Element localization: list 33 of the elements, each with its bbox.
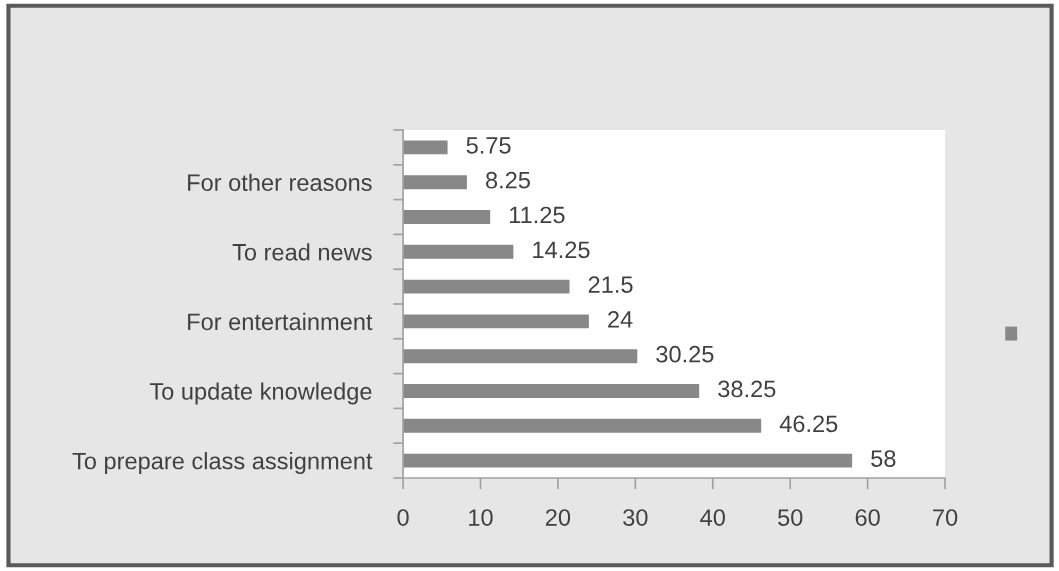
x-tick-label: 60 [855,509,880,526]
x-tick-label: 30 [623,509,648,526]
bar [403,418,762,433]
bar [403,279,570,294]
x-tick-label: 20 [545,509,571,526]
bar [403,349,638,364]
data-label: 5.75 [466,137,511,154]
bar [403,453,853,468]
x-tick-label: 50 [778,509,803,526]
bar [403,244,514,259]
y-tick-label: To read news [232,243,372,261]
x-tick-label: 0 [397,509,409,526]
data-label: 38.25 [718,380,776,398]
x-tick-label: 70 [933,509,958,526]
bar [403,210,491,224]
y-tick-label: For entertainment [188,312,373,331]
bar [403,384,700,398]
data-label: 14.25 [533,241,590,259]
data-label: 8.25 [486,171,530,189]
data-label: 24 [608,311,633,328]
data-label: 11.25 [510,206,565,224]
bar [403,314,589,329]
y-tick-label: To prepare class assignment [72,452,373,475]
x-tick-label: 10 [469,509,493,526]
data-label: 46.25 [779,415,838,433]
x-tick-label: 40 [700,509,725,526]
y-tick-label: For other reasons [188,173,372,191]
data-label: 58 [871,450,896,467]
data-label: 21.5 [588,276,633,293]
bar [403,140,448,155]
bar [403,175,467,190]
data-label: 30.25 [656,345,714,363]
y-tick-label: To update knowledge [149,382,372,405]
